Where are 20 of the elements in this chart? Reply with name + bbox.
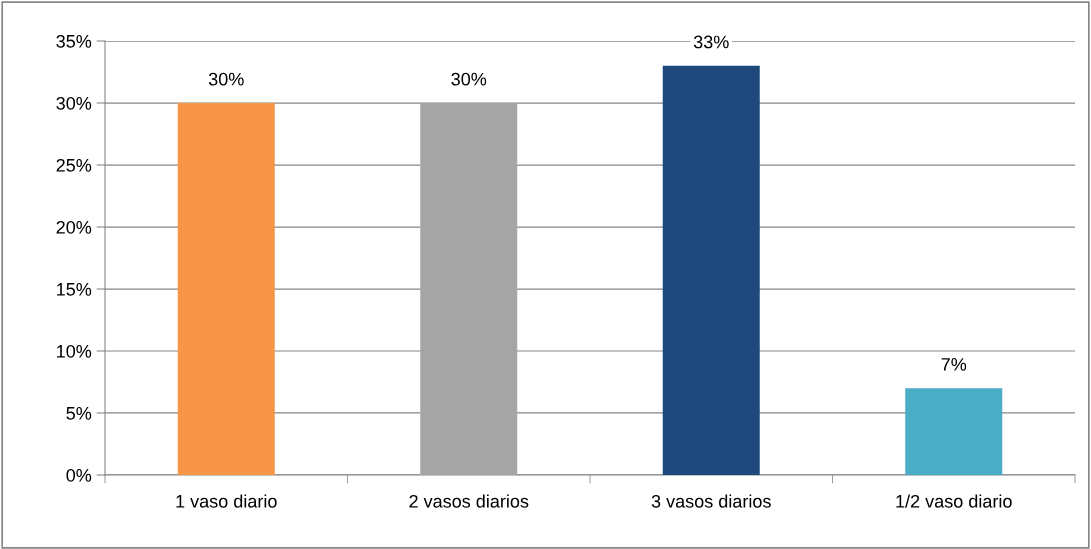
y-tick-label: 30% (56, 96, 92, 110)
bar (662, 65, 760, 475)
y-tick-label: 25% (56, 158, 92, 172)
data-label: 33% (693, 35, 729, 49)
bar (177, 103, 275, 475)
bar (905, 388, 1003, 475)
data-label: 30% (208, 72, 244, 86)
y-tick-label: 35% (56, 34, 92, 48)
data-label: 30% (451, 72, 487, 86)
bar (420, 103, 518, 475)
y-tick-label: 15% (57, 283, 92, 296)
x-tick-label: 1/2 vaso diario (896, 494, 1012, 508)
y-tick-label: 20% (56, 220, 92, 234)
x-tick-label: 3 vasos diarios (651, 494, 771, 508)
x-tick-label: 1 vaso diario (176, 494, 277, 508)
y-tick-label: 5% (66, 407, 92, 420)
data-label: 7% (941, 358, 967, 371)
y-tick-label: 10% (57, 344, 92, 358)
y-tick-label: 0% (66, 468, 92, 482)
x-tick-label: 2 vasos diarios (409, 494, 529, 508)
